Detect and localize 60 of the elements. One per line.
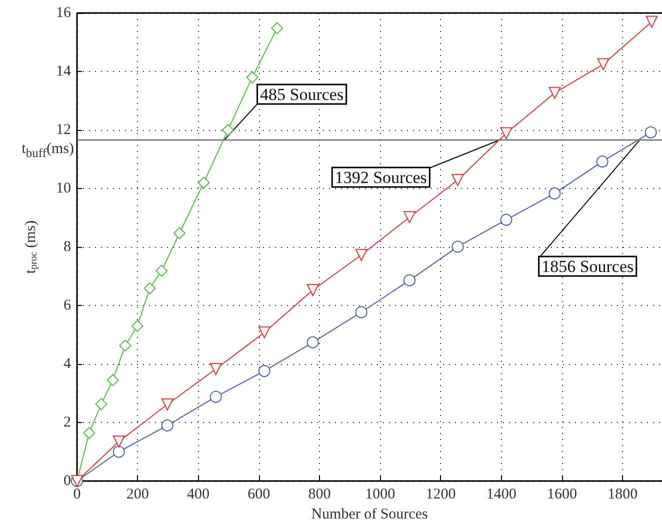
- point: [258, 326, 270, 338]
- x-tick-label: 800: [308, 486, 331, 502]
- point: [355, 248, 368, 261]
- point: [452, 174, 464, 186]
- point: [156, 264, 168, 277]
- x-tick-label: 1000: [365, 486, 396, 502]
- point: [452, 240, 464, 253]
- x-axis-title: Number of Sources: [311, 506, 428, 522]
- point: [161, 398, 174, 410]
- point: [258, 365, 270, 378]
- point: [210, 390, 222, 403]
- annotation: 1856 Sources: [542, 257, 634, 276]
- point: [198, 176, 210, 189]
- y-tick-label: 10: [56, 180, 71, 196]
- y-tick-label: 12: [56, 122, 71, 138]
- point: [144, 282, 156, 294]
- point: [112, 446, 125, 458]
- point: [597, 58, 610, 70]
- ref-line-label: t$_{buff}$(ms): [22, 141, 74, 162]
- x-tick-label: 1600: [546, 486, 577, 502]
- point: [404, 274, 416, 286]
- point: [271, 22, 284, 34]
- point: [161, 419, 174, 432]
- x-tick-label: 1800: [608, 486, 638, 502]
- point: [131, 320, 144, 332]
- y-tick-label: 16: [56, 5, 72, 21]
- point: [95, 398, 108, 410]
- point: [112, 436, 125, 448]
- y-tick-label: 0: [64, 473, 71, 489]
- x-tick-label: 400: [186, 486, 210, 502]
- point: [83, 427, 96, 440]
- point: [500, 214, 512, 226]
- point: [210, 362, 222, 375]
- x-tick-label: 1400: [486, 486, 516, 502]
- point: [355, 306, 368, 318]
- annotation: 1392 Sources: [334, 168, 427, 188]
- point: [119, 340, 132, 352]
- point: [646, 16, 658, 28]
- y-tick-label: 2: [64, 414, 71, 430]
- x-tick-label: 200: [126, 486, 149, 502]
- x-tick-label: 600: [248, 486, 270, 502]
- y-tick-label: 4: [64, 356, 72, 372]
- point: [500, 127, 512, 140]
- x-tick-label: 1200: [426, 486, 456, 502]
- point: [644, 126, 657, 138]
- annotation: 485 Sources: [260, 85, 344, 104]
- point: [596, 156, 608, 168]
- y-tick-label: 14: [56, 64, 72, 80]
- point: [404, 211, 416, 224]
- point: [173, 227, 186, 240]
- point: [548, 187, 561, 200]
- y-axis-title: tproc (ms): [23, 220, 40, 274]
- point: [246, 71, 258, 84]
- point: [106, 374, 119, 386]
- point: [222, 124, 234, 136]
- y-tick-label: 8: [64, 239, 71, 255]
- point: [306, 336, 319, 348]
- y-tick-label: 6: [64, 298, 72, 314]
- point: [306, 284, 319, 296]
- point: [548, 86, 561, 99]
